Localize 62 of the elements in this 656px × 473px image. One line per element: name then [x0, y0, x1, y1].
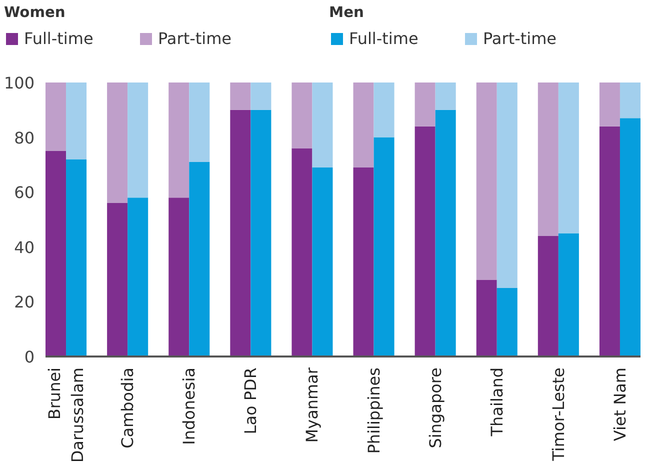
- bar: [292, 148, 312, 356]
- bar: [107, 203, 128, 356]
- legend-label: Part-time: [158, 29, 233, 48]
- bar: [374, 82, 394, 138]
- bar: [168, 198, 190, 356]
- bar: [353, 167, 374, 356]
- bar: [66, 159, 87, 356]
- y-tick-label: 60: [14, 183, 34, 202]
- bar: [599, 126, 620, 356]
- y-tick-label: 20: [14, 292, 34, 312]
- bar: [168, 82, 190, 198]
- bar: [414, 82, 436, 126]
- bar: [66, 82, 87, 160]
- text: Women: [4, 4, 66, 21]
- x-tick-label: Lao PDR: [241, 367, 260, 434]
- bar: [435, 82, 456, 110]
- x-tick-label: Cambodia: [118, 367, 138, 448]
- bar: [250, 110, 272, 356]
- x-tick-label: Indonesia: [180, 368, 199, 445]
- bar: [435, 110, 456, 356]
- bar: [599, 82, 620, 126]
- bar: [374, 137, 394, 356]
- legend-label: Full-time: [24, 29, 94, 48]
- bar: [128, 82, 148, 198]
- bar: [46, 151, 66, 356]
- bar: [476, 280, 497, 356]
- bar: [189, 82, 210, 162]
- bar: [353, 82, 374, 168]
- bar: [538, 236, 558, 356]
- x-tick-label: Brunei Darussalam: [45, 368, 87, 463]
- bar: [230, 82, 251, 110]
- bar: [250, 82, 272, 110]
- bar: [128, 198, 148, 356]
- bar: [496, 82, 518, 288]
- bar: [496, 288, 518, 356]
- x-tick-label: Viet Nam: [610, 367, 630, 442]
- y-tick-label: 0: [24, 348, 35, 366]
- legend-label: Part-time: [483, 29, 558, 48]
- bar: [46, 82, 66, 151]
- legend-label: Full-time: [349, 29, 420, 48]
- bar: [312, 82, 333, 168]
- bar: [620, 118, 640, 356]
- bar: [538, 82, 558, 236]
- x-tick-label: Timor-Leste: [548, 368, 568, 462]
- x-tick-label: Thailand: [487, 367, 506, 438]
- x-tick-label: Myanmar: [302, 367, 322, 443]
- bar: [414, 126, 436, 356]
- x-tick-label: Singapore: [426, 368, 445, 448]
- text: Men: [329, 4, 365, 21]
- y-tick-label: 40: [14, 238, 34, 257]
- bar: [230, 110, 251, 356]
- bar: [292, 82, 312, 148]
- bar: [189, 162, 210, 356]
- bar: [476, 82, 497, 280]
- y-tick-label: 80: [14, 128, 34, 148]
- x-tick-label: Philippines: [364, 368, 384, 454]
- bar: [107, 82, 128, 204]
- bar: [558, 82, 579, 234]
- bar: [558, 233, 579, 356]
- bar: [620, 82, 640, 118]
- bar: [312, 167, 333, 356]
- y-tick-label: 100: [4, 74, 35, 92]
